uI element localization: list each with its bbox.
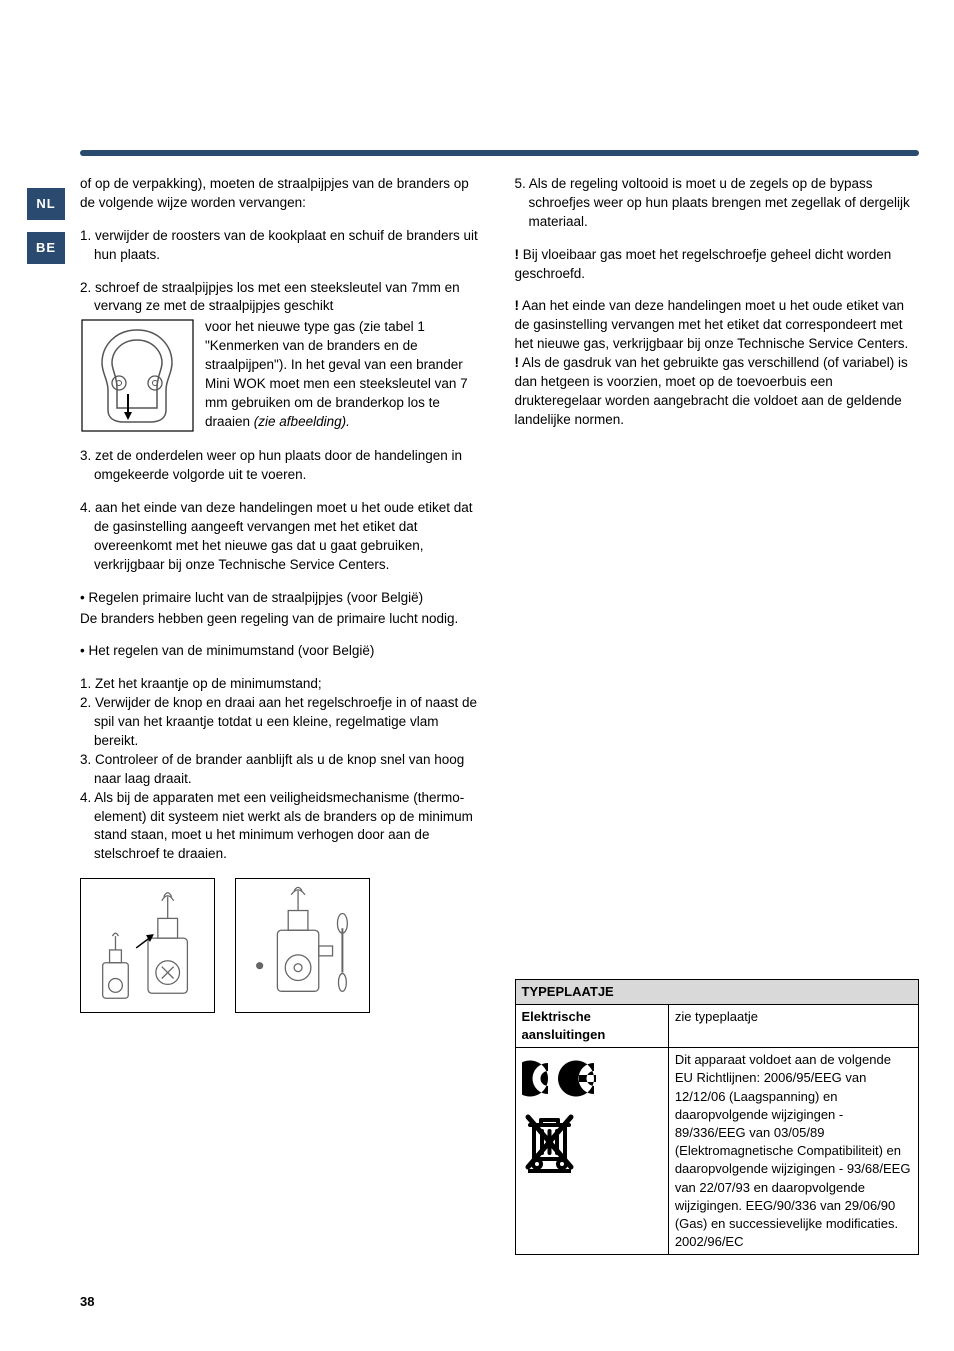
step-2-italic: (zie afbeelding). [254,414,350,429]
min-step-1: 1. Zet het kraantje op de minimumstand; [80,675,485,694]
table-symbol-cell [515,1048,668,1255]
warning-3-text: Als de gasdruk van het gebruikte gas ver… [515,355,908,427]
weee-bin-icon [522,1111,577,1173]
spacer [515,444,920,959]
step-4: 4. aan het einde van deze handelingen mo… [80,499,485,575]
warning-2-text: Aan het einde van deze handelingen moet … [515,298,909,351]
table-header: TYPEPLAATJE [515,979,919,1004]
table-directives-text: Dit apparaat voldoet aan de volgende EU … [668,1048,918,1255]
content-area: of op de verpakking), moeten de straalpi… [80,175,919,1255]
min-step-3: 3. Controleer of de brander aanblijft al… [80,751,485,789]
adjustment-diagrams [80,878,485,1013]
step-5: 5. Als de regeling voltooid is moet u de… [515,175,920,232]
warning-3: ! Als de gasdruk van het gebruikte gas v… [515,354,920,430]
language-badges: NL BE [27,188,65,264]
page-number: 38 [80,1293,94,1311]
bullet-primary-air: Regelen primaire lucht van de straalpijp… [80,589,485,608]
bullet-minimum: Het regelen van de minimumstand (voor Be… [80,642,485,661]
step-1: 1. verwijder de roosters van de kookplaa… [80,227,485,265]
lang-badge-nl: NL [27,188,65,220]
ce-mark-icon [522,1051,612,1106]
step-2-cont-text: voor het nieuwe type gas (zie tabel 1 "K… [205,319,468,428]
lang-badge-be: BE [27,232,65,264]
primary-air-text: De branders hebben geen regeling van de … [80,610,485,629]
burner-nozzle-diagram [80,318,195,433]
table-row1-label: Elektrische aansluitingen [515,1004,668,1047]
step-2: 2. schroef de straalpijpjes los met een … [80,279,485,317]
warning-1: ! Bij vloeibaar gas moet het regelschroe… [515,246,920,284]
right-column: 5. Als de regeling voltooid is moet u de… [515,175,920,1255]
valve-diagram-1 [80,878,215,1013]
warning-1-text: Bij vloeibaar gas moet het regelschroefj… [515,247,892,281]
step-3: 3. zet de onderdelen weer op hun plaats … [80,447,485,485]
min-step-4: 4. Als bij de apparaten met een veilighe… [80,789,485,865]
min-step-2: 2. Verwijder de knop en draai aan het re… [80,694,485,751]
figure-with-text: voor het nieuwe type gas (zie tabel 1 "K… [80,318,485,433]
table-row1-value: zie typeplaatje [668,1004,918,1047]
intro-paragraph: of op de verpakking), moeten de straalpi… [80,175,485,213]
left-column: of op de verpakking), moeten de straalpi… [80,175,485,1255]
step-2-continuation: voor het nieuwe type gas (zie tabel 1 "K… [205,318,485,431]
typeplate-table: TYPEPLAATJE Elektrische aansluitingen zi… [515,979,920,1256]
warning-2: ! Aan het einde van deze handelingen moe… [515,297,920,354]
valve-diagram-2 [235,878,370,1013]
top-rule [80,150,919,156]
